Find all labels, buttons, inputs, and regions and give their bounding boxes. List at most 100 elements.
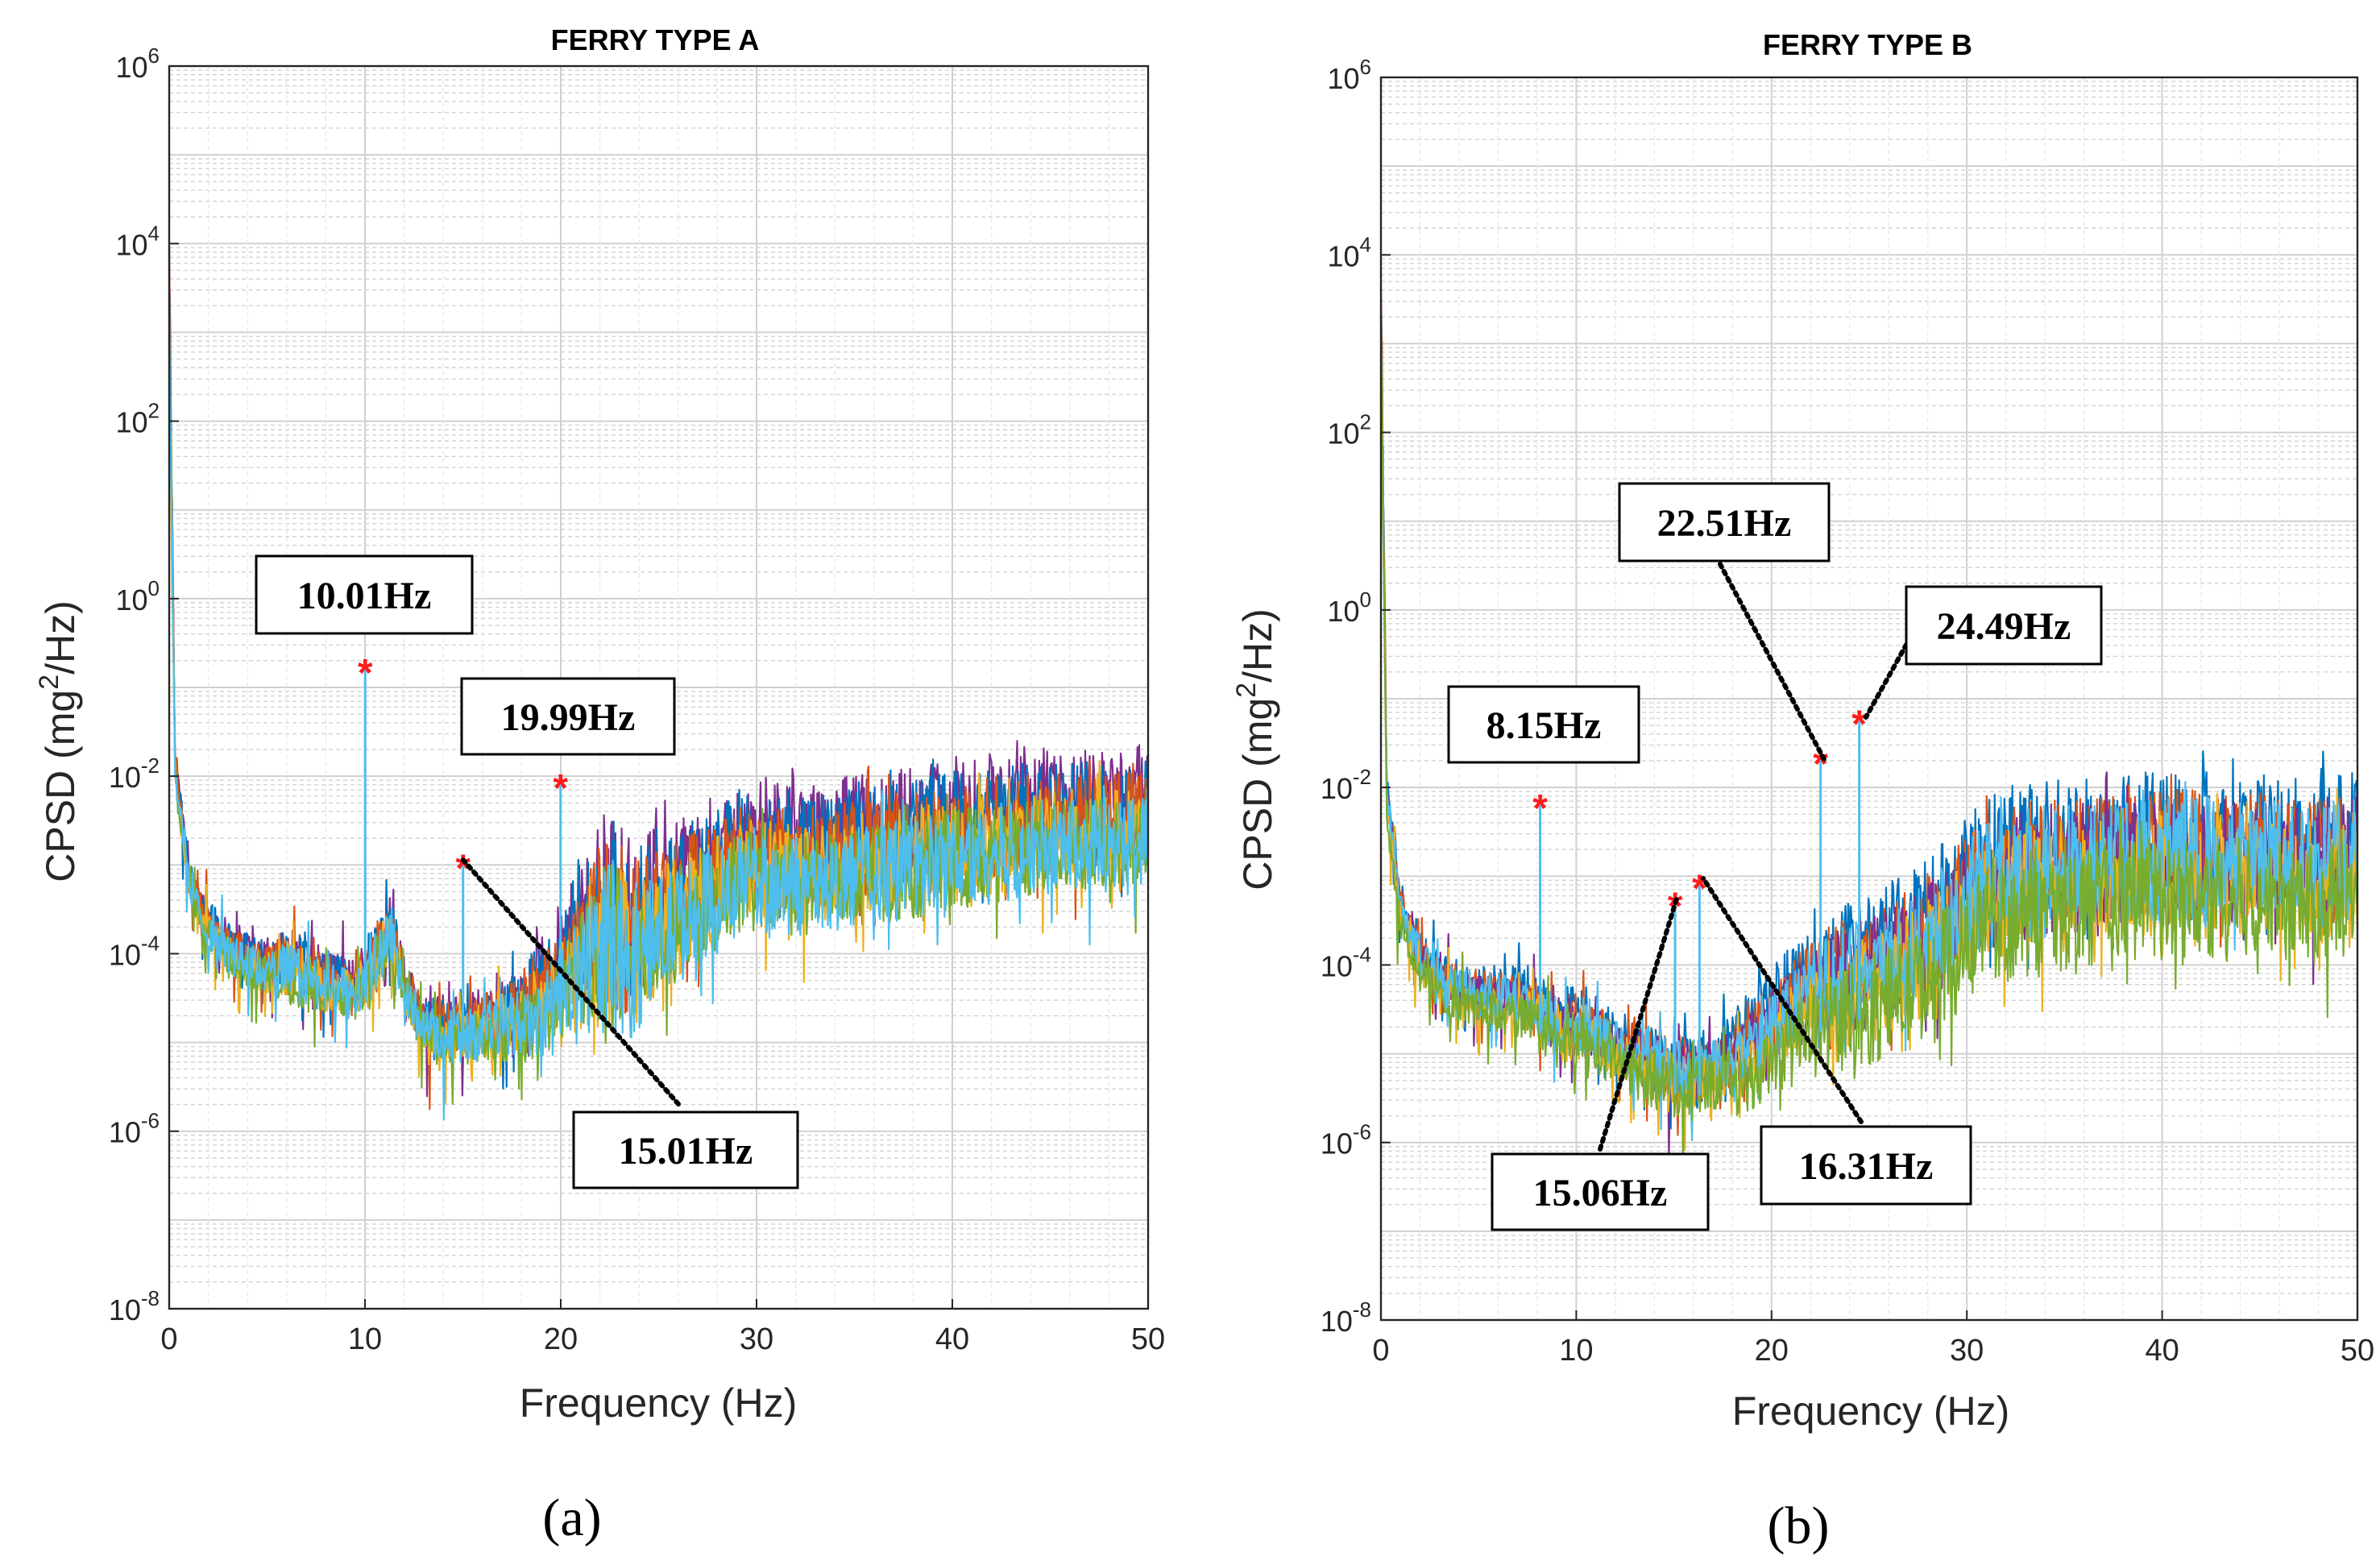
panel-label: (b) bbox=[1768, 1497, 1830, 1555]
y-tick-exponent: -6 bbox=[1353, 1120, 1371, 1144]
x-tick-label: 10 bbox=[348, 1322, 382, 1356]
peak-marker: * bbox=[455, 847, 471, 890]
y-axis-label: CPSD (mg2/Hz) bbox=[34, 600, 83, 882]
x-tick-label: 20 bbox=[1755, 1334, 1789, 1368]
annotation-leader-line bbox=[1701, 876, 1864, 1124]
y-tick-exponent: -2 bbox=[1353, 765, 1371, 789]
y-tick-base: 10 bbox=[1327, 417, 1359, 450]
y-tick-label: 10-2 bbox=[1321, 765, 1371, 805]
y-tick-label: 106 bbox=[1327, 55, 1371, 95]
x-axis-label: Frequency (Hz) bbox=[520, 1380, 798, 1426]
annotation-label: 8.15Hz bbox=[1486, 704, 1602, 747]
x-tick-label: 0 bbox=[1372, 1334, 1389, 1368]
y-tick-base: 10 bbox=[115, 228, 147, 261]
y-axis-label-superscript: 2 bbox=[1231, 683, 1262, 698]
series-line-ch5 bbox=[1379, 332, 2359, 1180]
y-axis-label-superscript: 2 bbox=[34, 675, 64, 690]
y-tick-base: 10 bbox=[1327, 239, 1359, 272]
chart-panel-a: FERRY TYPE A *** 10610410210010-210-410-… bbox=[34, 23, 1165, 1547]
annotation-label: 22.51Hz bbox=[1657, 502, 1792, 545]
annotation-leader-line bbox=[1718, 562, 1827, 763]
annotation-box bbox=[1491, 1152, 1710, 1231]
annotation-label: 19.99Hz bbox=[501, 696, 636, 739]
y-tick-label: 10-8 bbox=[109, 1286, 160, 1326]
y-tick-exponent: 6 bbox=[1360, 55, 1371, 79]
x-tick-label: 20 bbox=[544, 1322, 578, 1356]
axes bbox=[168, 64, 1150, 1310]
y-tick-label: 106 bbox=[115, 44, 160, 84]
peak-annotations: 22.51Hz 24.49Hz 8.15Hz 15.06Hz 16.31Hz bbox=[1447, 482, 2103, 1231]
annotation-label: 15.01Hz bbox=[619, 1130, 753, 1173]
peak-marker: * bbox=[1532, 787, 1548, 830]
series-line-ch6 bbox=[168, 293, 1150, 1121]
y-tick-base: 10 bbox=[109, 761, 141, 794]
y-tick-base: 10 bbox=[1321, 949, 1353, 982]
y-tick-base: 10 bbox=[1321, 1305, 1353, 1338]
y-tick-base: 10 bbox=[115, 406, 147, 439]
x-tick-label: 30 bbox=[1950, 1334, 1984, 1368]
y-tick-label: 10-6 bbox=[109, 1109, 160, 1149]
y-axis-label-tail: /Hz) bbox=[1235, 608, 1280, 683]
series-group: * * * bbox=[168, 247, 1150, 1121]
x-tick-labels: 0 10 20 30 40 50 bbox=[1372, 1334, 2374, 1368]
x-axis-label: Frequency (Hz) bbox=[1732, 1389, 2010, 1434]
peak-marker: * bbox=[553, 767, 568, 810]
annotation-leader-line bbox=[1864, 642, 1909, 720]
peak-annotations: 10.01Hz 19.99Hz 15.01Hz bbox=[255, 554, 799, 1189]
y-tick-label: 104 bbox=[115, 221, 160, 261]
y-tick-exponent: -2 bbox=[141, 753, 160, 778]
y-tick-base: 10 bbox=[109, 938, 141, 971]
y-tick-label: 10-4 bbox=[109, 931, 160, 971]
y-tick-base: 10 bbox=[1327, 595, 1359, 628]
peak-marker: * bbox=[1851, 704, 1867, 746]
y-tick-label: 104 bbox=[1327, 232, 1371, 272]
y-axis-label: CPSD (mg2/Hz) bbox=[1231, 608, 1280, 890]
annotation-box bbox=[572, 1110, 799, 1189]
y-tick-base: 10 bbox=[1321, 772, 1353, 805]
annotation-leader-line bbox=[1598, 894, 1680, 1152]
annotation-box bbox=[255, 554, 474, 635]
x-tick-labels: 0 10 20 30 40 50 bbox=[160, 1322, 1165, 1356]
y-tick-label: 102 bbox=[1327, 410, 1371, 450]
x-tick-label: 40 bbox=[2145, 1334, 2179, 1368]
y-tick-exponent: 4 bbox=[1360, 232, 1371, 256]
y-tick-label: 10-6 bbox=[1321, 1120, 1371, 1160]
annotation-leader-line bbox=[459, 856, 681, 1106]
annotation-box bbox=[1760, 1125, 1972, 1206]
axes-frame bbox=[168, 64, 1150, 1310]
x-tick-label: 30 bbox=[740, 1322, 773, 1356]
chart-panel-b: FERRY TYPE B ***** 10610410210010-210-41… bbox=[1231, 28, 2374, 1555]
x-tick-label: 0 bbox=[160, 1322, 177, 1356]
annotation-box bbox=[1447, 685, 1640, 764]
y-tick-exponent: 4 bbox=[148, 221, 160, 245]
annotation-label: 10.01Hz bbox=[297, 575, 432, 617]
y-axis-label-main: CPSD (mg bbox=[1235, 698, 1280, 890]
chart-title: FERRY TYPE A bbox=[551, 23, 760, 56]
peak-marker: * bbox=[1692, 867, 1707, 910]
y-tick-exponent: 0 bbox=[1360, 587, 1371, 612]
y-tick-exponent: 2 bbox=[148, 399, 160, 423]
y-tick-label: 102 bbox=[115, 399, 160, 439]
y-tick-exponent: -8 bbox=[1353, 1297, 1371, 1322]
annotation-label: 16.31Hz bbox=[1799, 1145, 1934, 1188]
annotation-box bbox=[1905, 585, 2103, 666]
peak-marker: * bbox=[1813, 743, 1828, 786]
y-tick-exponent: 6 bbox=[148, 44, 160, 68]
annotation-box bbox=[460, 677, 676, 756]
grid bbox=[168, 65, 1149, 1310]
y-tick-label: 10-4 bbox=[1321, 942, 1371, 982]
y-tick-exponent: -6 bbox=[141, 1109, 160, 1133]
y-tick-exponent: -8 bbox=[141, 1286, 160, 1310]
y-tick-base: 10 bbox=[1321, 1127, 1353, 1160]
x-tick-label: 10 bbox=[1559, 1334, 1593, 1368]
y-tick-base: 10 bbox=[115, 51, 147, 84]
y-tick-base: 10 bbox=[1327, 62, 1359, 95]
y-tick-base: 10 bbox=[109, 1116, 141, 1149]
annotation-label: 15.06Hz bbox=[1533, 1172, 1668, 1214]
peak-marker: * bbox=[358, 652, 373, 695]
x-tick-label: 50 bbox=[1131, 1322, 1165, 1356]
x-tick-label: 50 bbox=[2341, 1334, 2374, 1368]
